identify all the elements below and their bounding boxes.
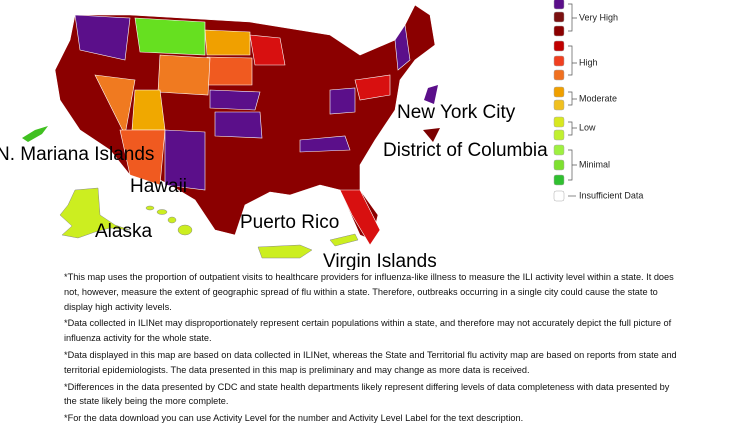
- region: [119, 129, 166, 186]
- footnote: *Differences in the data presented by CD…: [64, 381, 670, 407]
- region: [94, 74, 136, 136]
- region: [394, 24, 411, 71]
- legend-swatch: [553, 99, 565, 111]
- region: [131, 89, 166, 131]
- legend-swatch: [553, 116, 565, 128]
- alaska: [59, 187, 131, 239]
- footnote: *This map uses the proportion of outpati…: [64, 272, 674, 312]
- map-label: Virgin Islands: [323, 251, 437, 270]
- region: [74, 14, 131, 61]
- region: [354, 74, 391, 101]
- legend-swatch: [553, 55, 565, 67]
- legend-bracket: [568, 45, 577, 76]
- map-label: Alaska: [95, 221, 152, 242]
- mariana: [22, 126, 48, 142]
- legend-label: Moderate: [579, 93, 617, 103]
- legend-label: Minimal: [579, 159, 610, 169]
- legend-bracket: [568, 91, 577, 106]
- region: [157, 54, 211, 96]
- legend-swatch: [553, 0, 565, 10]
- map-label: Hawaii: [130, 176, 187, 197]
- legend-swatch: [553, 25, 565, 37]
- states: [54, 4, 436, 246]
- map-label: Puerto Rico: [240, 212, 339, 233]
- region: [339, 189, 381, 246]
- legend-swatch: [553, 190, 565, 202]
- hawaii: [145, 205, 193, 236]
- footnote: *Data displayed in this map are based on…: [64, 349, 677, 375]
- footnote: *Data collected in ILINet may disproport…: [64, 318, 672, 344]
- region: [249, 34, 286, 66]
- legend-bracket: [568, 121, 577, 136]
- region: [204, 29, 251, 56]
- map-label: District of Columbia: [383, 140, 548, 161]
- legend-swatch: [553, 174, 565, 186]
- legend-label: High: [579, 57, 598, 67]
- map-label: New York City: [397, 102, 516, 123]
- legend-label: Insufficient Data: [579, 190, 643, 200]
- legend-swatch: [553, 40, 565, 52]
- legend-swatch: [553, 144, 565, 156]
- virgin-islands: [329, 233, 359, 247]
- legend-label: Very High: [579, 12, 618, 22]
- legend-swatch: [553, 11, 565, 23]
- region: [329, 87, 356, 115]
- region: [134, 17, 206, 56]
- legend-label: Low: [579, 122, 596, 132]
- legend-swatch: [553, 86, 565, 98]
- flu-map: New York City District of Columbia N. Mari…: [0, 0, 643, 270]
- region: [209, 89, 261, 111]
- page: {"map": {"labels": ["New York City", "Di…: [0, 0, 677, 424]
- region: [164, 129, 206, 191]
- region: [206, 56, 253, 86]
- puerto-rico: [257, 244, 313, 259]
- footnote: *For the data download you can use Activ…: [64, 413, 524, 424]
- legend-swatch: [553, 159, 565, 171]
- region: [299, 135, 351, 153]
- legend-bracket: [568, 149, 577, 181]
- legend-swatch: [553, 129, 565, 141]
- nyc: [424, 85, 438, 104]
- legend-swatch: [553, 69, 565, 81]
- region: [214, 111, 263, 139]
- legend-bracket: [568, 3, 577, 32]
- map-label: N. Mariana Islands: [0, 144, 154, 165]
- dc: [423, 128, 440, 142]
- footnotes: *This map uses the proportion of outpati…: [64, 270, 679, 428]
